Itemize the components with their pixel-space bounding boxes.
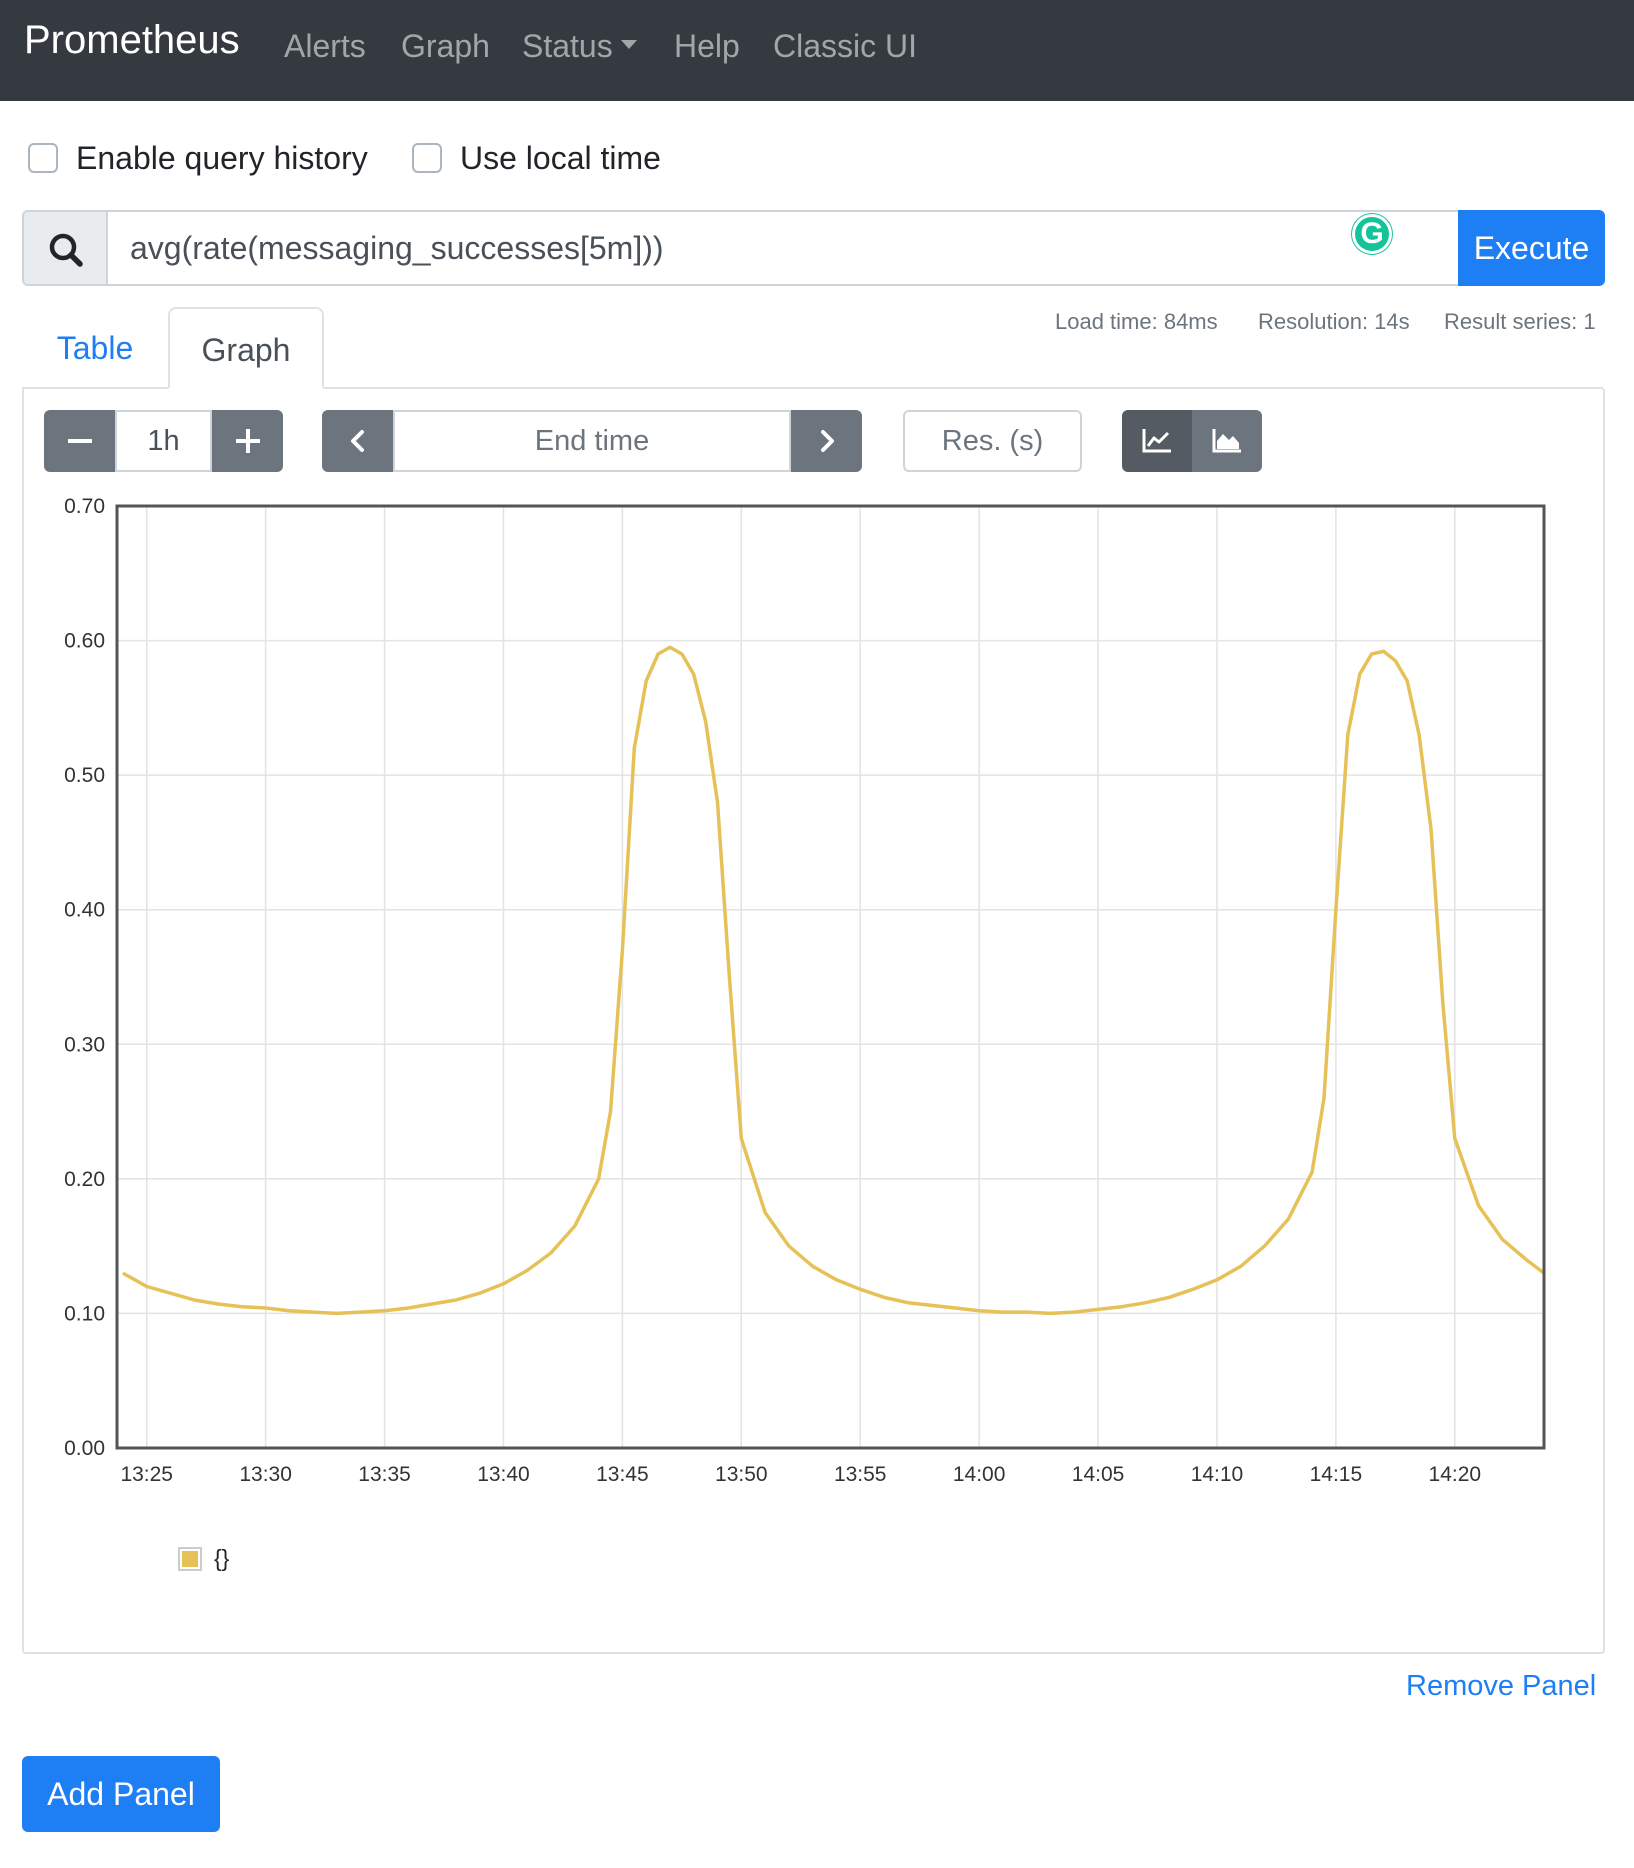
remove-panel-link[interactable]: Remove Panel (1406, 1670, 1597, 1702)
y-tick-label: 0.40 (64, 899, 105, 922)
x-tick-label: 13:35 (358, 1463, 411, 1486)
query-bar: avg(rate(messaging_successes[5m])) Execu… (22, 210, 1605, 286)
navbar: Prometheus Alerts Graph Status Help Clas… (0, 0, 1634, 101)
query-input[interactable]: avg(rate(messaging_successes[5m])) (106, 210, 1458, 286)
chevron-down-icon (620, 40, 637, 50)
minus-icon (67, 439, 92, 443)
chevron-left-icon (350, 430, 364, 452)
line-chart-icon (1142, 429, 1171, 453)
search-icon (49, 233, 83, 267)
area-chart-icon (1212, 429, 1241, 453)
x-tick-label: 14:20 (1429, 1463, 1482, 1486)
grammarly-letter: G (1360, 217, 1384, 250)
legend: {} (178, 1545, 229, 1572)
nav-status[interactable]: Status (522, 28, 637, 65)
legend-series-label: {} (214, 1545, 230, 1571)
nav-status-label: Status (522, 28, 613, 64)
chevron-right-icon (820, 430, 834, 452)
nav-graph[interactable]: Graph (401, 28, 490, 64)
series-line (122, 645, 1546, 1316)
y-tick-label: 0.10 (64, 1302, 105, 1325)
x-tick-label: 14:05 (1072, 1463, 1125, 1486)
graph-chart[interactable]: 0.00 0.10 0.20 0.30 0.40 0.50 0.60 0.70 13:25 13:… (0, 0, 1634, 1500)
line-chart-button[interactable] (1122, 410, 1192, 472)
brand[interactable]: Prometheus (24, 18, 240, 62)
local-time-option[interactable]: Use local time (412, 138, 661, 178)
nav-help[interactable]: Help (674, 28, 740, 64)
range-input[interactable]: 1h (115, 410, 212, 472)
end-time-back-button[interactable] (322, 410, 393, 472)
query-history-label: Enable query history (76, 139, 368, 176)
x-tick-label: 13:30 (239, 1463, 292, 1486)
local-time-checkbox[interactable] (412, 143, 442, 173)
grammarly-icon[interactable] (1352, 214, 1392, 254)
query-history-option[interactable]: Enable query history (28, 138, 368, 178)
nav-alerts[interactable]: Alerts (284, 28, 366, 64)
y-tick-label: 0.20 (64, 1168, 105, 1191)
graph-panel (22, 387, 1605, 1654)
y-tick-label: 0.60 (64, 630, 105, 653)
stacked-chart-button[interactable] (1192, 410, 1262, 472)
x-tick-label: 14:10 (1191, 1463, 1244, 1486)
query-history-checkbox[interactable] (28, 143, 58, 173)
x-tick-label: 13:40 (477, 1463, 530, 1486)
search-addon (22, 210, 106, 286)
end-time-input[interactable]: End time (393, 410, 791, 472)
plot-area (117, 506, 1544, 1448)
plot-frame (115, 504, 1546, 1450)
execute-button[interactable]: Execute (1458, 210, 1605, 286)
legend-swatch[interactable] (178, 1546, 202, 1571)
x-tick-label: 13:45 (596, 1463, 649, 1486)
y-tick-label: 0.50 (64, 764, 105, 787)
result-series: Result series: 1 (1444, 309, 1596, 334)
y-tick-label: 0.30 (64, 1033, 105, 1056)
decrease-range-button[interactable] (44, 410, 115, 472)
local-time-label: Use local time (460, 139, 661, 176)
tab-table[interactable]: Table (56, 330, 134, 366)
resolution-info: Resolution: 14s (1258, 309, 1410, 334)
increase-range-button[interactable] (212, 410, 283, 472)
x-tick-label: 14:15 (1310, 1463, 1363, 1486)
load-time: Load time: 84ms (1055, 309, 1218, 334)
query-expression: avg(rate(messaging_successes[5m])) (130, 230, 664, 266)
x-tick-label: 13:55 (834, 1463, 887, 1486)
x-tick-label: 13:25 (120, 1463, 173, 1486)
tab-graph[interactable]: Graph (168, 307, 324, 389)
end-time-forward-button[interactable] (791, 410, 862, 472)
x-tick-label: 14:00 (953, 1463, 1006, 1486)
y-tick-label: 0.00 (64, 1437, 105, 1460)
plus-icon (235, 429, 260, 453)
y-tick-label: 0.70 (64, 495, 105, 518)
resolution-input[interactable]: Res. (s) (903, 410, 1082, 472)
add-panel-button[interactable]: Add Panel (22, 1756, 220, 1832)
nav-classic-ui[interactable]: Classic UI (773, 28, 918, 64)
x-tick-label: 13:50 (715, 1463, 768, 1486)
